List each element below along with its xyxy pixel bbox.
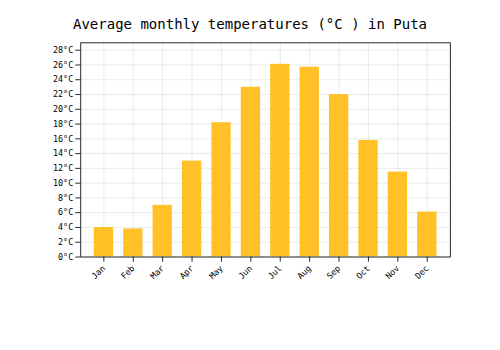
svg-text:Jul: Jul bbox=[266, 263, 284, 281]
svg-text:24°C: 24°C bbox=[53, 74, 73, 84]
svg-text:Mar: Mar bbox=[148, 263, 166, 281]
svg-text:10°C: 10°C bbox=[53, 178, 73, 188]
svg-text:16°C: 16°C bbox=[53, 134, 73, 144]
svg-text:12°C: 12°C bbox=[53, 163, 73, 173]
svg-text:Apr: Apr bbox=[178, 263, 196, 281]
svg-text:Jan: Jan bbox=[89, 263, 107, 281]
svg-text:14°C: 14°C bbox=[53, 148, 73, 158]
svg-text:28°C: 28°C bbox=[53, 45, 73, 55]
svg-text:Nov: Nov bbox=[383, 263, 401, 281]
svg-text:May: May bbox=[207, 263, 225, 281]
svg-text:Sep: Sep bbox=[325, 263, 343, 281]
svg-text:Jun: Jun bbox=[236, 263, 254, 281]
svg-text:Oct: Oct bbox=[354, 263, 372, 281]
svg-text:6°C: 6°C bbox=[58, 207, 73, 217]
svg-text:4°C: 4°C bbox=[58, 222, 73, 232]
svg-text:18°C: 18°C bbox=[53, 119, 73, 129]
html-text:Average monthly temperatures (: Average monthly temperatures (°C ) in Pu… bbox=[73, 16, 427, 32]
svg-text:0°C: 0°C bbox=[58, 252, 73, 262]
svg-text:20°C: 20°C bbox=[53, 104, 73, 114]
svg-text:26°C: 26°C bbox=[53, 60, 73, 70]
svg-text:Feb: Feb bbox=[119, 263, 137, 281]
svg-text:8°C: 8°C bbox=[58, 193, 73, 203]
svg-text:2°C: 2°C bbox=[58, 237, 73, 247]
svg-text:22°C: 22°C bbox=[53, 89, 73, 99]
svg-text:Aug: Aug bbox=[295, 263, 313, 281]
svg-text:Dec: Dec bbox=[413, 263, 431, 281]
